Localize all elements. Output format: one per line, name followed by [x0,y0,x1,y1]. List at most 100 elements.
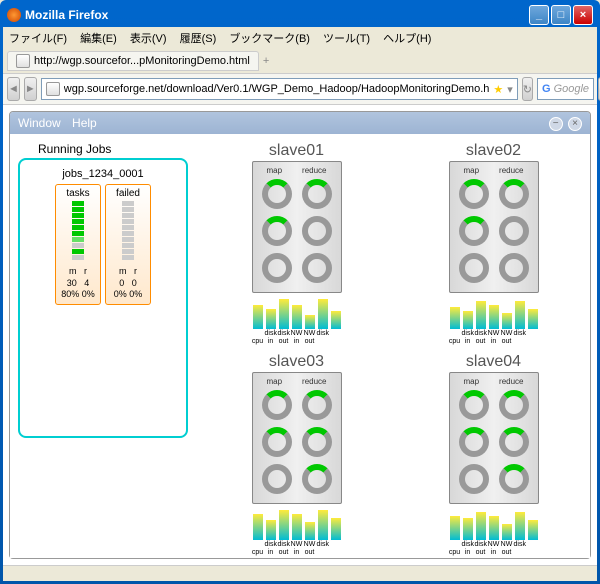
forward-button[interactable]: ► [24,77,37,101]
close-button[interactable]: × [573,5,593,25]
metrics: diskdiskNWNWdisk cpuinoutinout [232,297,362,345]
metric-bar [476,301,486,329]
metric-bar [502,313,512,329]
task-columns: tasks m r 30 4 80% 0% failed m r 0 0 0% … [28,184,178,305]
inner-window: Window Help − × Running Jobs jobs_1234_0… [9,111,591,559]
inner-titlebar: Window Help − × [10,112,590,134]
slaves-grid: slave01 mapreduce diskdiskNWNWdisk cpuin… [208,142,582,550]
inner-close-icon[interactable]: × [568,117,582,131]
metric-bars [253,297,341,329]
spinner-icon [497,177,531,211]
spinner-icon [457,425,491,459]
spinner-icon [457,214,491,248]
metrics: diskdiskNWNWdisk cpuinoutinout [429,508,559,556]
spinner-icon [300,214,334,248]
jobs-box: jobs_1234_0001 tasks m r 30 4 80% 0% fai… [18,158,188,438]
minimize-button[interactable]: _ [529,5,549,25]
metric-bar [476,512,486,540]
spinner-icon [260,425,294,459]
reload-button[interactable]: ↻ [522,77,533,101]
metric-labels: diskdiskNWNWdisk [449,330,539,337]
metric-bar [279,299,289,329]
slave-title: slave03 [269,353,324,371]
metric-bar [528,309,538,329]
metric-bar [266,309,276,329]
menu-file[interactable]: ファイル(F) [9,33,67,45]
metric-bar [502,524,512,540]
star-icon[interactable]: ★ [493,83,503,96]
slave-box: mapreduce [449,161,539,293]
menu-tools[interactable]: ツール(T) [323,33,370,45]
mr-header: mapreduce [454,166,534,175]
menu-edit[interactable]: 編集(E) [80,33,117,45]
inner-menu-window[interactable]: Window [18,116,61,130]
titlebar: Mozilla Firefox _ □ × [3,3,597,27]
spinner-icon [260,214,294,248]
page-icon [16,54,30,68]
slave-box: mapreduce [252,372,342,504]
dropdown-icon[interactable]: ▾ [507,83,513,96]
mr-header: mapreduce [257,377,337,386]
browser-window: Mozilla Firefox _ □ × ファイル(F) 編集(E) 表示(V… [0,0,600,584]
mr-header: mapreduce [257,166,337,175]
statusbar [3,565,597,581]
spinner-icon [457,251,491,285]
metric-bar [305,522,315,540]
metric-bar [318,299,328,329]
metric-labels-2: cpuinoutinout [449,549,539,556]
back-button[interactable]: ◄ [7,77,20,101]
spinner-icon [260,251,294,285]
browser-tab[interactable]: http://wgp.sourcefor...pMonitoringDemo.h… [7,51,259,71]
metric-bars [450,297,538,329]
metric-bars [253,508,341,540]
spinner-icon [300,425,334,459]
metric-bar [489,305,499,329]
window-title: Mozilla Firefox [25,8,527,22]
google-icon: G [542,83,551,95]
metric-labels-2: cpuinoutinout [252,338,342,345]
firefox-icon [7,8,21,22]
new-tab-button[interactable]: + [263,55,269,67]
menu-view[interactable]: 表示(V) [130,33,167,45]
spinner-icon [300,462,334,496]
metrics: diskdiskNWNWdisk cpuinoutinout [429,297,559,345]
spinner-icon [300,388,334,422]
spinner-icon [497,214,531,248]
metric-bar [515,512,525,540]
maximize-button[interactable]: □ [551,5,571,25]
spinner-icon [457,177,491,211]
url-bar[interactable]: wgp.sourceforge.net/download/Ver0.1/WGP_… [41,78,518,100]
metric-bar [463,518,473,540]
slave-title: slave01 [269,142,324,160]
slave-box: mapreduce [449,372,539,504]
metric-bar [331,311,341,329]
spinner-icon [497,425,531,459]
metric-bar [489,516,499,540]
job-name: jobs_1234_0001 [28,168,178,180]
task-column: tasks m r 30 4 80% 0% [55,184,101,305]
metric-bar [450,307,460,329]
inner-menu-help[interactable]: Help [72,116,97,130]
metric-bar [292,514,302,540]
task-bars [72,201,84,260]
url-text: wgp.sourceforge.net/download/Ver0.1/WGP_… [64,83,490,95]
metric-bars [450,508,538,540]
metric-bar [331,518,341,540]
metric-labels-2: cpuinoutinout [449,338,539,345]
slave-box: mapreduce [252,161,342,293]
metric-bar [305,315,315,329]
metric-bar [279,510,289,540]
search-box[interactable]: G Google [537,78,594,100]
spinner-icon [497,251,531,285]
menu-help[interactable]: ヘルプ(H) [383,33,431,45]
metric-bar [292,305,302,329]
slave-title: slave04 [466,353,521,371]
content-area: Window Help − × Running Jobs jobs_1234_0… [3,105,597,565]
menu-bookmarks[interactable]: ブックマーク(B) [229,33,310,45]
task-column: failed m r 0 0 0% 0% [105,184,151,305]
task-col-header: tasks [66,188,89,199]
menu-history[interactable]: 履歴(S) [180,33,217,45]
inner-min-icon[interactable]: − [549,117,563,131]
mr-header: mapreduce [454,377,534,386]
inner-controls: − × [547,115,582,131]
